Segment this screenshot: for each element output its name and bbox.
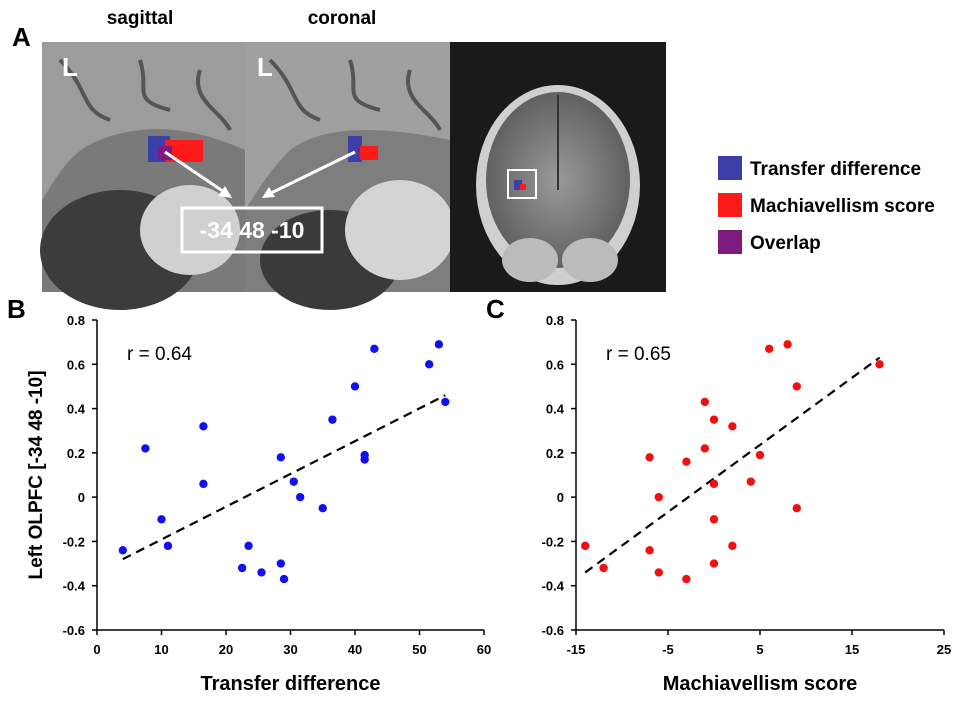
point bbox=[581, 542, 589, 550]
point bbox=[756, 451, 764, 459]
point bbox=[277, 453, 285, 461]
x-axis-label: Machiavellism score bbox=[663, 673, 858, 695]
annotation: r = 0.64 bbox=[127, 344, 192, 365]
side-mark: L bbox=[257, 52, 273, 82]
legend-label: Transfer difference bbox=[750, 159, 921, 180]
panel-label: C bbox=[486, 294, 505, 324]
side-mark: L bbox=[62, 52, 78, 82]
point bbox=[360, 455, 368, 463]
point bbox=[701, 398, 709, 406]
x-tick-label: 50 bbox=[412, 642, 426, 657]
x-tick-label: 40 bbox=[348, 642, 362, 657]
y-tick-label: 0.6 bbox=[546, 357, 564, 372]
point bbox=[277, 559, 285, 567]
y-tick-label: 0.8 bbox=[546, 313, 564, 328]
y-tick-label: 0.4 bbox=[546, 402, 565, 417]
point bbox=[793, 382, 801, 390]
point bbox=[645, 453, 653, 461]
point bbox=[290, 477, 298, 485]
x-tick-label: 0 bbox=[93, 642, 100, 657]
point bbox=[435, 340, 443, 348]
x-tick-label: 30 bbox=[283, 642, 297, 657]
x-tick-label: 20 bbox=[219, 642, 233, 657]
point bbox=[682, 575, 690, 583]
point bbox=[244, 542, 252, 550]
point bbox=[257, 568, 265, 576]
view-label: coronal bbox=[308, 8, 377, 29]
point bbox=[157, 515, 165, 523]
panel-label: A bbox=[12, 22, 31, 52]
brain-image bbox=[40, 42, 245, 310]
point bbox=[351, 382, 359, 390]
point bbox=[793, 504, 801, 512]
x-tick-label: 25 bbox=[937, 642, 951, 657]
brain-image bbox=[245, 42, 455, 310]
point bbox=[599, 564, 607, 572]
legend-label: Machiavellism score bbox=[750, 196, 935, 217]
trendline bbox=[123, 395, 446, 559]
x-tick-label: -5 bbox=[662, 642, 674, 657]
x-tick-label: 60 bbox=[477, 642, 491, 657]
legend-swatch bbox=[718, 193, 742, 217]
y-tick-label: -0.4 bbox=[542, 579, 565, 594]
y-axis-label: Left OLPFC [-34 48 -10] bbox=[26, 370, 47, 579]
legend-swatch bbox=[718, 230, 742, 254]
legend-swatch bbox=[718, 156, 742, 180]
y-tick-label: -0.2 bbox=[63, 534, 85, 549]
point bbox=[710, 480, 718, 488]
y-tick-label: -0.6 bbox=[63, 623, 85, 638]
point bbox=[280, 575, 288, 583]
x-axis-label: Transfer difference bbox=[200, 673, 380, 695]
y-tick-label: 0.6 bbox=[67, 357, 85, 372]
point bbox=[701, 444, 709, 452]
x-tick-label: 5 bbox=[756, 642, 763, 657]
annotation: r = 0.65 bbox=[606, 344, 671, 365]
point bbox=[441, 398, 449, 406]
point bbox=[328, 415, 336, 423]
point bbox=[728, 542, 736, 550]
y-tick-label: 0.2 bbox=[67, 446, 85, 461]
point bbox=[296, 493, 304, 501]
point bbox=[199, 480, 207, 488]
y-tick-label: -0.6 bbox=[542, 623, 564, 638]
y-tick-label: 0.4 bbox=[67, 402, 86, 417]
point bbox=[710, 515, 718, 523]
x-tick-label: -15 bbox=[567, 642, 586, 657]
y-tick-label: 0.8 bbox=[67, 313, 85, 328]
point bbox=[238, 564, 246, 572]
point bbox=[682, 458, 690, 466]
point bbox=[655, 493, 663, 501]
point bbox=[164, 542, 172, 550]
coordinate: -34 48 -10 bbox=[200, 217, 305, 243]
panel-label: B bbox=[7, 294, 26, 324]
point bbox=[199, 422, 207, 430]
y-tick-label: -0.2 bbox=[542, 534, 564, 549]
x-tick-label: 10 bbox=[154, 642, 168, 657]
figure: A sagittal coronal L L -34 4 bbox=[0, 0, 966, 696]
point bbox=[728, 422, 736, 430]
y-tick-label: -0.4 bbox=[63, 579, 86, 594]
point bbox=[655, 568, 663, 576]
point bbox=[783, 340, 791, 348]
point bbox=[875, 360, 883, 368]
trendline bbox=[585, 358, 879, 573]
legend-label: Overlap bbox=[750, 233, 821, 254]
point bbox=[747, 477, 755, 485]
point bbox=[645, 546, 653, 554]
brain-image bbox=[450, 42, 666, 292]
y-tick-label: 0 bbox=[78, 490, 85, 505]
point bbox=[119, 546, 127, 554]
view-label: sagittal bbox=[107, 8, 174, 29]
point bbox=[141, 444, 149, 452]
x-tick-label: 15 bbox=[845, 642, 859, 657]
point bbox=[425, 360, 433, 368]
y-tick-label: 0 bbox=[557, 490, 564, 505]
point bbox=[319, 504, 327, 512]
point bbox=[710, 415, 718, 423]
y-tick-label: 0.2 bbox=[546, 446, 564, 461]
point bbox=[765, 345, 773, 353]
point bbox=[710, 559, 718, 567]
point bbox=[370, 345, 378, 353]
